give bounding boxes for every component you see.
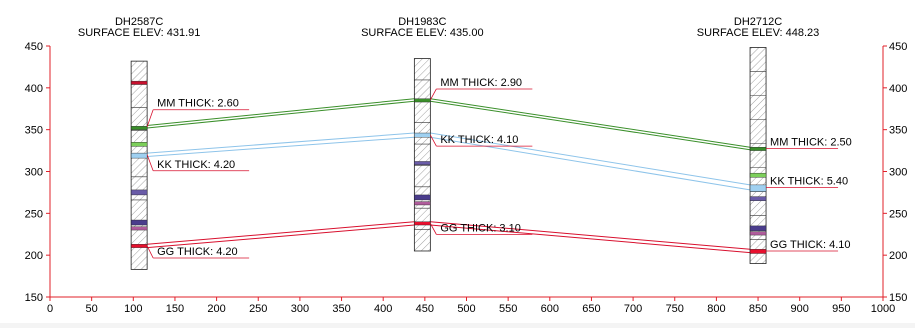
seam-band	[130, 219, 148, 226]
seam-gg-top-line	[147, 221, 415, 245]
seam-kk-bottom-line	[147, 136, 415, 157]
x-tick-label: 950	[832, 303, 850, 315]
seam-band	[130, 142, 148, 147]
seam-band	[414, 132, 431, 138]
x-tick-label: 650	[582, 303, 600, 315]
seam-band	[414, 201, 431, 206]
seam-band	[749, 231, 767, 236]
x-tick-label: 800	[707, 303, 725, 315]
seam-band	[130, 189, 148, 196]
seam-band	[414, 221, 431, 226]
seam-band	[130, 244, 148, 248]
label-leader	[146, 154, 154, 171]
axes: 0 50 100 150 200 250 300 350 400 450 500 550 600 650 7…	[25, 41, 908, 315]
seam-mm-bottom-line	[430, 100, 751, 151]
label-leader	[429, 223, 437, 235]
y-tick-label-left: 150	[25, 292, 43, 304]
seam-band	[749, 147, 767, 151]
x-tick-label: 450	[416, 303, 434, 315]
x-tick-label: 500	[457, 303, 475, 315]
x-tick-label: 900	[791, 303, 809, 315]
x-tick-label: 150	[166, 303, 184, 315]
x-tick-label: 200	[207, 303, 225, 315]
x-tick-label: 400	[374, 303, 392, 315]
y-tick-label-right: 150	[889, 292, 907, 304]
seam-band	[749, 249, 767, 254]
seam-thickness-label: MM THICK: 2.50	[770, 136, 852, 148]
hole-id-label: DH2587C	[115, 16, 163, 28]
x-tick-label: 300	[291, 303, 309, 315]
seam-band	[130, 226, 148, 231]
y-tick-label-left: 200	[25, 250, 43, 262]
seam-kk-top-line	[430, 132, 751, 186]
y-tick-label-left: 350	[25, 125, 43, 137]
seam-thickness-label: KK THICK: 4.10	[440, 134, 518, 146]
y-tick-label-left: 250	[25, 208, 43, 220]
surface-elev-label: SURFACE ELEV: 435.00	[361, 27, 484, 39]
x-tick-label: 1000	[871, 303, 895, 315]
seam-mm-bottom-line	[147, 100, 415, 129]
label-leader	[146, 245, 154, 259]
seam-thickness-label: MM THICK: 2.60	[157, 98, 239, 110]
seam-thickness-label: KK THICK: 4.20	[157, 159, 235, 171]
hole-id-label: DH1983C	[398, 16, 446, 28]
hole-column	[749, 47, 767, 264]
x-tick-label: 750	[666, 303, 684, 315]
seam-band	[749, 225, 767, 232]
y-tick-label-right: 400	[889, 83, 907, 95]
seam-thickness-label: GG THICK: 3.10	[440, 222, 521, 234]
y-tick-label-right: 350	[889, 125, 907, 137]
seam-band	[749, 196, 767, 201]
y-tick-label-right: 200	[889, 250, 907, 262]
label-leader	[429, 134, 437, 147]
seam-band	[414, 194, 431, 201]
x-tick-label: 600	[541, 303, 559, 315]
x-tick-label: 0	[47, 303, 53, 315]
seam-kk-top-line	[147, 132, 415, 154]
seam-gg-bottom-line	[147, 224, 415, 249]
y-tick-label-right: 250	[889, 208, 907, 220]
seam-band	[130, 152, 148, 159]
y-tick-label-left: 400	[25, 83, 43, 95]
surface-elev-label: SURFACE ELEV: 448.23	[697, 27, 820, 39]
seam-thickness-label: GG THICK: 4.10	[770, 239, 851, 251]
seam-gg-bottom-line	[430, 224, 751, 254]
thickness-labels: MM THICK: 2.60 KK THICK: 4.20 GG THICK: 4.…	[146, 77, 852, 259]
x-tick-label: 250	[249, 303, 267, 315]
x-tick-label: 550	[499, 303, 517, 315]
x-tick-label: 100	[124, 303, 142, 315]
seam-band	[414, 161, 431, 166]
y-tick-label-left: 450	[25, 41, 43, 53]
seam-band	[130, 126, 148, 130]
x-tick-label: 850	[749, 303, 767, 315]
x-tick-label: 700	[624, 303, 642, 315]
seam-band	[414, 98, 431, 103]
seam-band	[130, 80, 148, 85]
x-tick-label: 50	[86, 303, 98, 315]
seam-correlations	[147, 98, 751, 254]
seam-mm-top-line	[147, 98, 415, 126]
hole-column	[130, 60, 148, 270]
hole-id-label: DH2712C	[734, 16, 782, 28]
label-leader	[429, 88, 437, 101]
seam-gg-top-line	[430, 221, 751, 250]
seam-band	[749, 172, 767, 178]
seam-band	[749, 184, 767, 192]
seam-thickness-label: MM THICK: 2.90	[440, 77, 522, 89]
x-tick-label: 350	[332, 303, 350, 315]
surface-elev-label: SURFACE ELEV: 431.91	[78, 27, 201, 39]
y-tick-label-right: 450	[889, 41, 907, 53]
y-tick-label-right: 300	[889, 167, 907, 179]
seam-thickness-label: KK THICK: 5.40	[770, 175, 848, 187]
y-tick-label-left: 300	[25, 167, 43, 179]
label-leader	[146, 109, 154, 127]
seam-mm-top-line	[430, 98, 751, 148]
seam-thickness-label: GG THICK: 4.20	[157, 246, 238, 258]
